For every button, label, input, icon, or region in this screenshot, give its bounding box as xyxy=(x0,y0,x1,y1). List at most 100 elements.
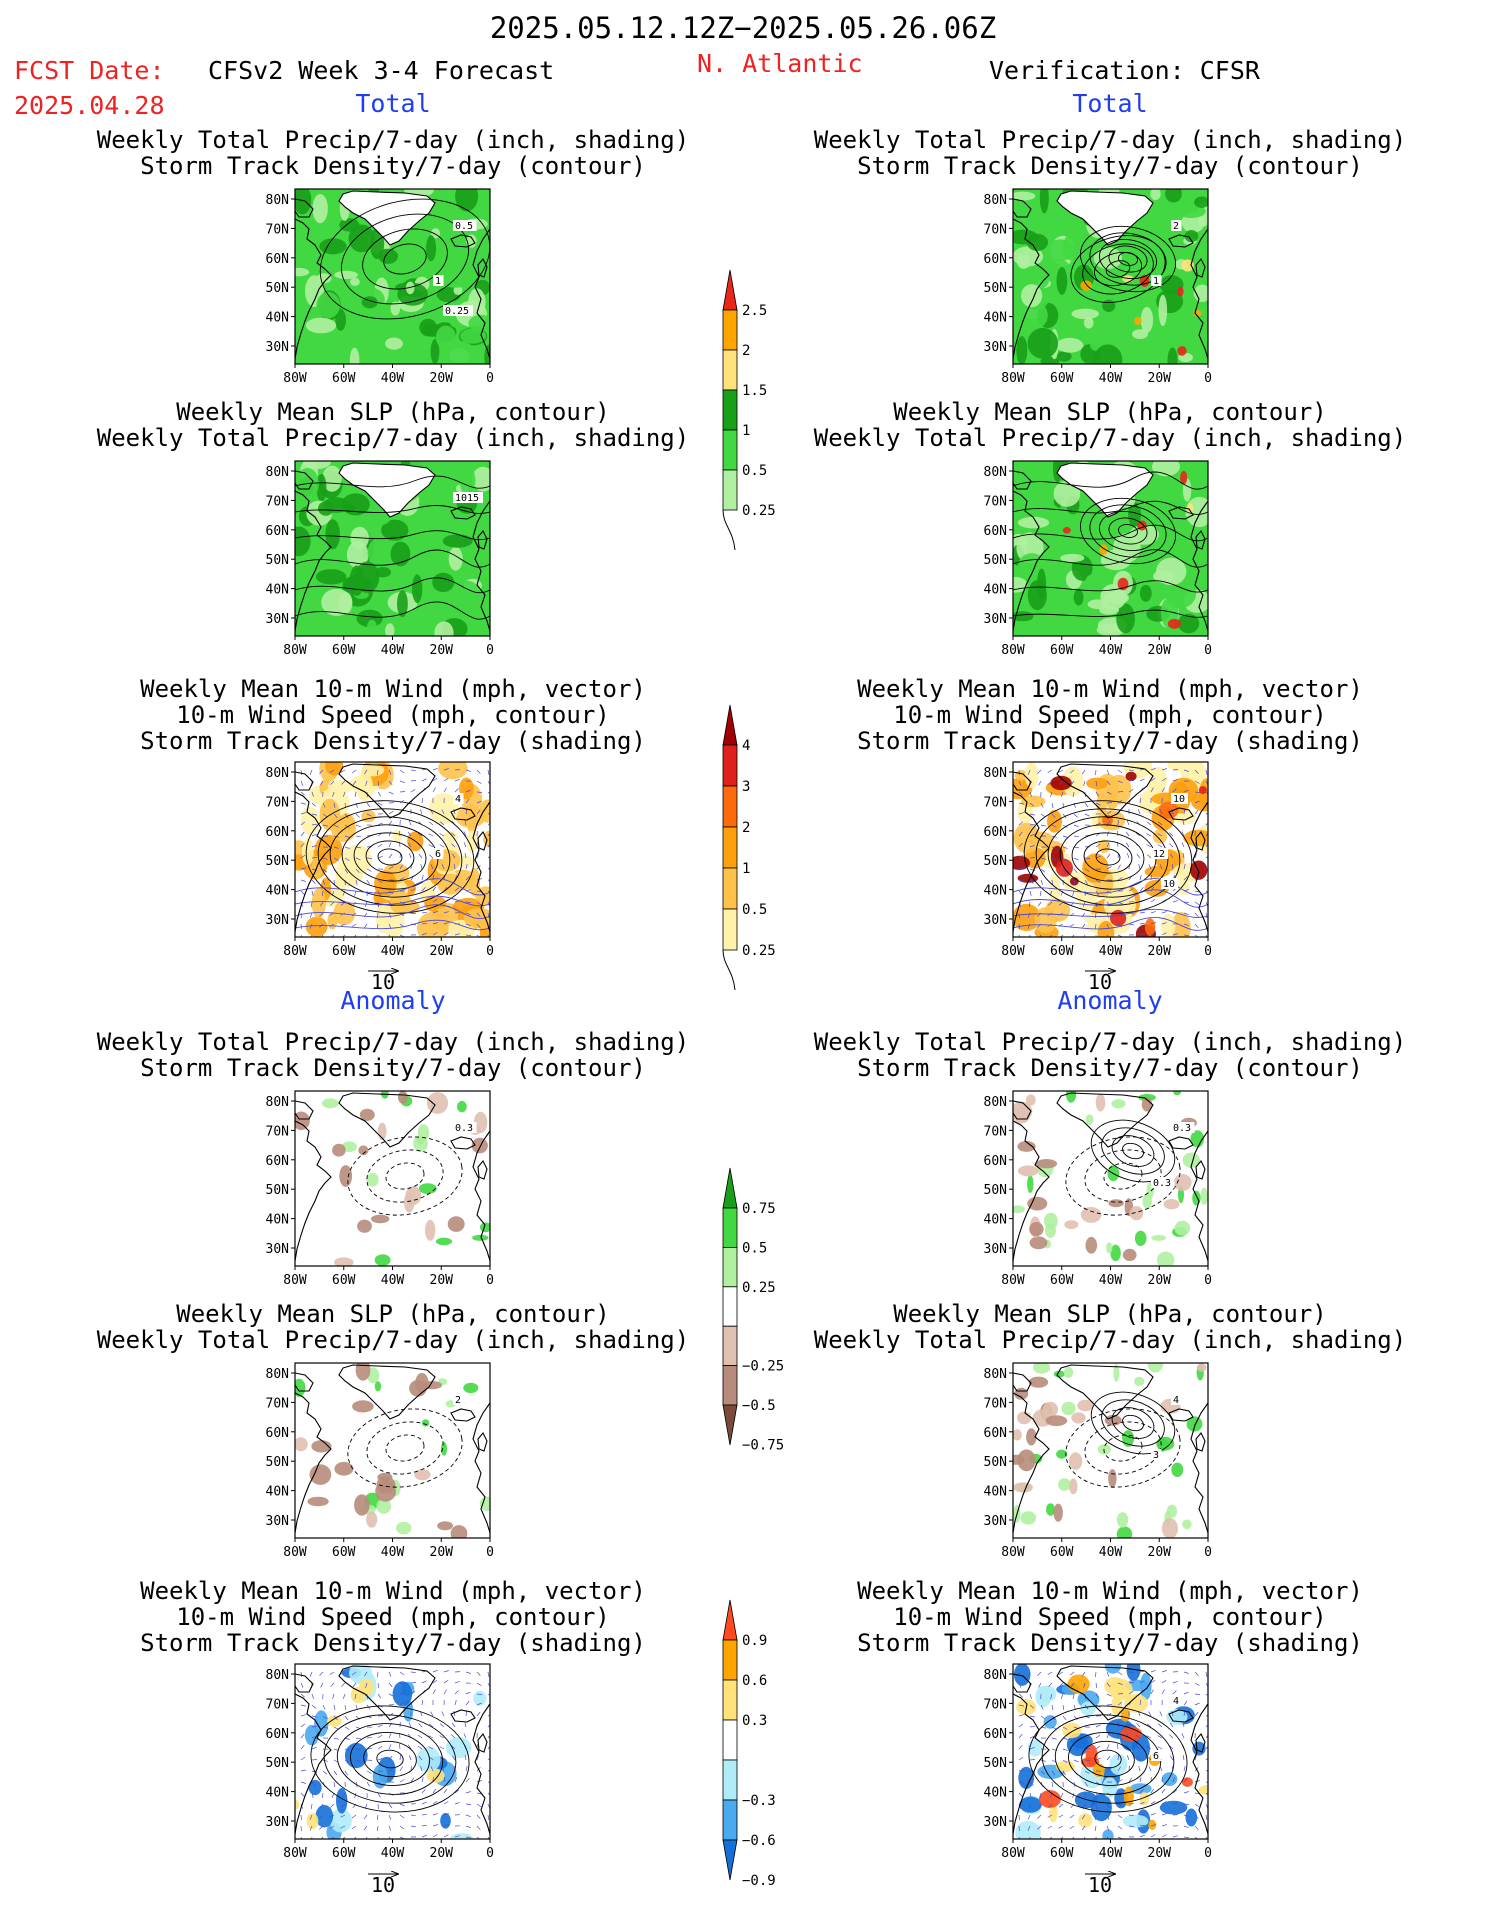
wind-vector xyxy=(333,857,339,861)
wind-vector xyxy=(1051,802,1054,808)
wind-vector xyxy=(410,1691,416,1695)
wind-vector xyxy=(1172,1777,1176,1783)
wind-vector xyxy=(1047,1825,1053,1829)
contour-line xyxy=(1089,232,1167,286)
wind-vector xyxy=(419,1711,423,1717)
shading-cell xyxy=(1073,589,1084,606)
coastline xyxy=(1190,1703,1208,1835)
wind-vector xyxy=(465,912,471,916)
lon-tick-label: 40W xyxy=(381,944,405,959)
wind-vector xyxy=(1029,1746,1035,1750)
contour-line xyxy=(1090,1119,1176,1183)
wind-vector xyxy=(399,791,406,793)
wind-vector xyxy=(398,830,401,837)
wind-vector xyxy=(443,1834,449,1838)
lat-tick-label: 40N xyxy=(984,1485,1007,1500)
shading-cell xyxy=(418,1183,437,1194)
contour-line xyxy=(1118,252,1138,266)
wind-vector xyxy=(410,1682,417,1684)
wind-vector xyxy=(1095,879,1101,883)
lat-tick-label: 40N xyxy=(266,583,289,598)
wind-vector xyxy=(1139,875,1142,881)
wind-vector xyxy=(320,780,324,786)
shading-cell xyxy=(1097,920,1115,937)
wind-vector xyxy=(1183,1803,1190,1805)
wind-vector xyxy=(388,791,394,795)
shading-cell xyxy=(1093,247,1122,270)
wind-vector xyxy=(1137,1711,1141,1717)
wind-vector xyxy=(1050,791,1053,797)
wind-vector xyxy=(1106,1803,1111,1809)
wind-vector xyxy=(1183,789,1189,793)
shading-cell xyxy=(374,1381,382,1392)
colorbar-segment xyxy=(722,1639,738,1681)
wind-vector xyxy=(487,791,490,794)
wind-vector xyxy=(1139,932,1145,936)
contour-line xyxy=(1101,1127,1165,1175)
shading-cell xyxy=(341,493,370,516)
wind-vector xyxy=(376,1814,379,1820)
shading-cell xyxy=(1033,1363,1051,1374)
colorbar-segment xyxy=(722,867,738,910)
coastline xyxy=(1013,470,1032,490)
shading-cell xyxy=(315,1804,334,1828)
colorbar-segment xyxy=(722,1799,738,1841)
shading-cell xyxy=(1038,1790,1061,1808)
wind-vector xyxy=(1117,1743,1119,1750)
wind-vector xyxy=(1051,1726,1057,1730)
wind-vector xyxy=(1135,1745,1141,1750)
wind-vector xyxy=(1161,922,1167,925)
wind-vector xyxy=(344,835,350,838)
shading-cell xyxy=(1176,204,1206,218)
shading-cell xyxy=(1013,1482,1033,1493)
contour-label: 4 xyxy=(1173,1395,1179,1406)
wind-vector xyxy=(300,780,304,786)
wind-vector xyxy=(454,788,459,793)
wind-vector xyxy=(1058,1814,1064,1818)
shading-cell xyxy=(1095,1093,1106,1112)
wind-vector xyxy=(1106,811,1112,815)
wind-vector xyxy=(354,890,357,896)
wind-vector xyxy=(1183,1711,1186,1717)
wind-vector xyxy=(1018,1814,1020,1821)
lat-tick-label: 50N xyxy=(266,553,289,568)
wind-vector xyxy=(465,934,472,937)
wind-vector xyxy=(1058,769,1064,773)
wind-vector xyxy=(1018,854,1024,859)
wind-vector xyxy=(388,820,393,826)
vector-reference-total-wind-left: 10 xyxy=(368,970,398,994)
wind-vector xyxy=(1205,879,1208,881)
shading-cell xyxy=(385,337,403,350)
panel-title-line: Storm Track Density/7-day (contour) xyxy=(140,1054,646,1082)
coastline xyxy=(295,218,332,360)
lon-tick-label: 20W xyxy=(430,371,454,386)
wind-vector xyxy=(454,1802,460,1805)
section-label-anomaly-left: Anomaly xyxy=(340,986,445,1015)
vector-reference-value: 10 xyxy=(1088,970,1112,994)
wind-vector xyxy=(476,1693,483,1695)
wind-vector xyxy=(1084,813,1090,817)
lon-tick-label: 60W xyxy=(1050,1846,1074,1861)
wind-vector xyxy=(432,922,438,925)
wind-vector xyxy=(476,1803,482,1808)
wind-vector xyxy=(1037,769,1042,774)
wind-vector xyxy=(454,1690,459,1695)
wind-vector xyxy=(1183,1778,1188,1783)
wind-vector xyxy=(366,802,371,808)
wind-vector xyxy=(1146,1735,1152,1739)
colorbar-tick-label: −0.9 xyxy=(742,1873,776,1889)
wind-vector xyxy=(1117,1671,1123,1676)
wind-vector xyxy=(1072,1693,1075,1699)
lon-tick-label: 0 xyxy=(1204,1846,1212,1861)
wind-vector xyxy=(476,1711,481,1717)
panel-title-line: Weekly Mean SLP (hPa, contour) xyxy=(176,1300,609,1328)
wind-vector xyxy=(329,769,335,773)
colorbar-tick-label: 1 xyxy=(742,861,750,877)
lat-tick-label: 40N xyxy=(984,884,1007,899)
shading-cell xyxy=(1177,346,1187,356)
wind-vector xyxy=(439,821,445,826)
shading-cell xyxy=(1068,1452,1083,1470)
shading-cell xyxy=(1167,347,1178,364)
wind-vector xyxy=(1128,888,1134,892)
